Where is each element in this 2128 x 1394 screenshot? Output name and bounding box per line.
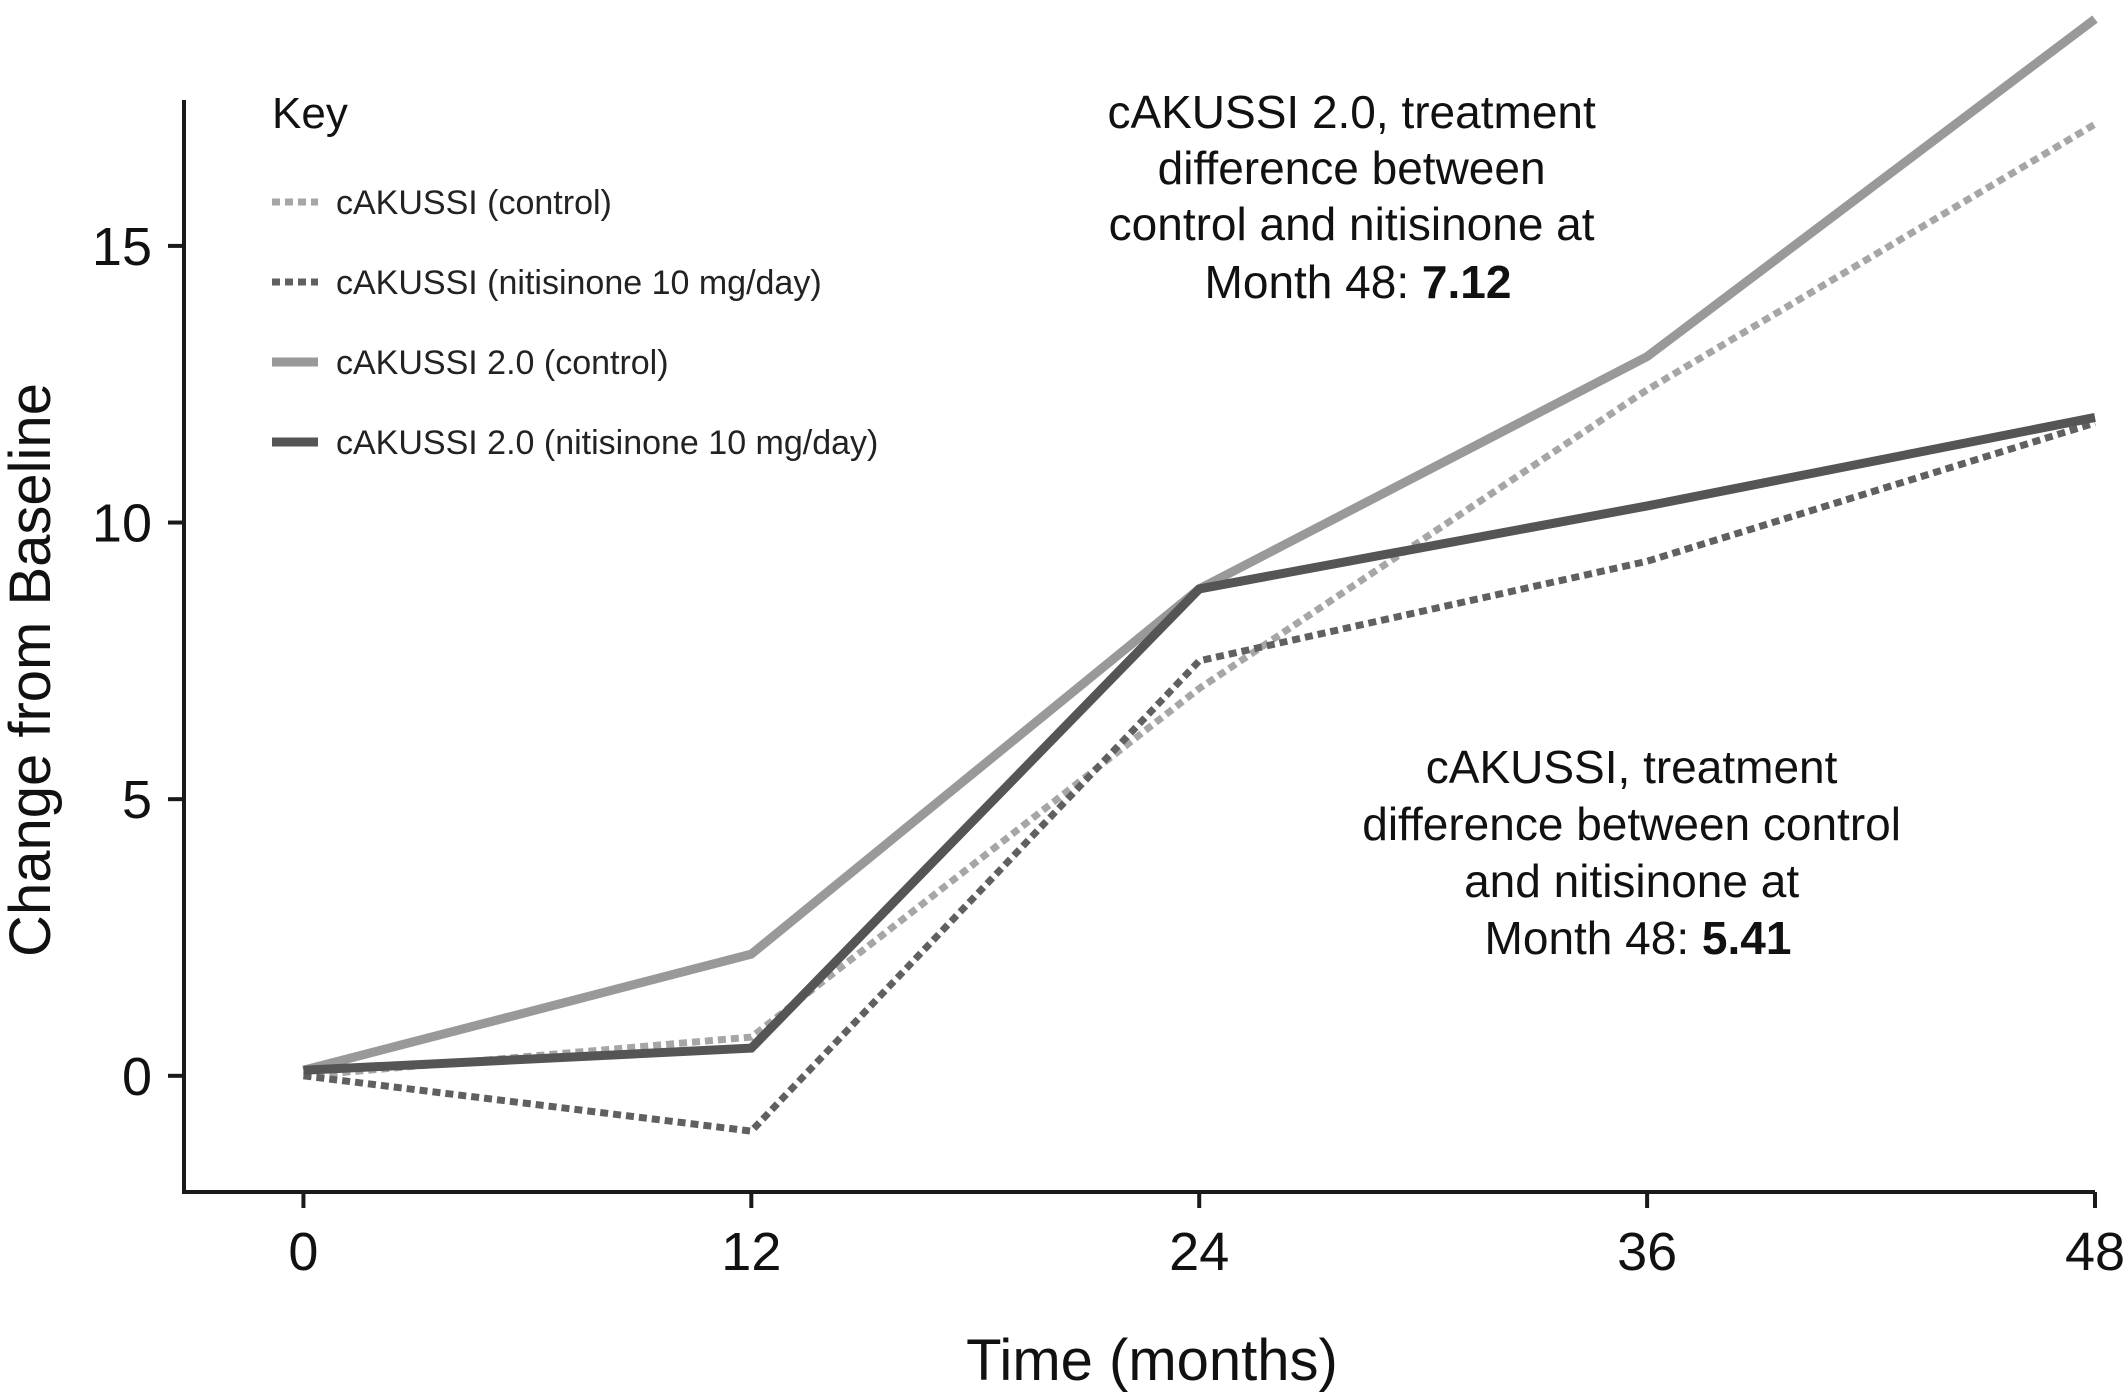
legend-label-3: cAKUSSI 2.0 (nitisinone 10 mg/day) bbox=[336, 424, 878, 462]
annotation-cakussi2-line-1: cAKUSSI 2.0, treatment bbox=[1107, 86, 1596, 138]
y-tick-label-1: 5 bbox=[122, 770, 152, 830]
annotation-cakussi: cAKUSSI, treatment difference between co… bbox=[1362, 741, 1914, 964]
y-axis-title: Change from Baseline bbox=[0, 383, 63, 957]
annotation-cakussi-line-1: cAKUSSI, treatment bbox=[1426, 741, 1838, 793]
x-tick-label-4: 48 bbox=[2065, 1222, 2125, 1282]
legend-items: cAKUSSI (control) cAKUSSI (nitisinone 10 … bbox=[272, 184, 878, 462]
x-tick-label-0: 0 bbox=[288, 1222, 318, 1282]
annotation-cakussi-line-2: difference between control bbox=[1362, 798, 1901, 850]
y-ticks: 0 5 10 15 bbox=[92, 217, 184, 1107]
annotations: cAKUSSI 2.0, treatment difference betwee… bbox=[1107, 86, 1914, 964]
y-tick-label-0: 0 bbox=[122, 1047, 152, 1107]
x-tick-label-1: 12 bbox=[721, 1222, 781, 1282]
annotation-cakussi-line-4-prefix: Month 48: bbox=[1485, 912, 1702, 964]
annotation-cakussi2-line-4-prefix: Month 48: bbox=[1205, 256, 1422, 308]
x-tick-label-3: 36 bbox=[1617, 1222, 1677, 1282]
chart-axes bbox=[182, 100, 2095, 1194]
x-axis-title: Time (months) bbox=[966, 1328, 1338, 1393]
legend-label-2: cAKUSSI 2.0 (control) bbox=[336, 344, 669, 382]
legend-title: Key bbox=[272, 89, 348, 138]
y-tick-label-2: 10 bbox=[92, 494, 152, 554]
annotation-cakussi2-line-2: difference between bbox=[1158, 142, 1546, 194]
series-lines bbox=[302, 15, 2098, 1135]
annotation-cakussi-value: 5.41 bbox=[1702, 912, 1792, 964]
legend: Key cAKUSSI (control) cAKUSSI (nitisinone… bbox=[272, 89, 878, 462]
annotation-cakussi2: cAKUSSI 2.0, treatment difference betwee… bbox=[1107, 86, 1608, 308]
series-line-3 bbox=[303, 413, 2096, 1075]
x-tick-label-2: 24 bbox=[1169, 1222, 1229, 1282]
y-tick-label-3: 15 bbox=[92, 217, 152, 277]
annotation-cakussi2-line-3: control and nitisinone at bbox=[1109, 198, 1595, 250]
series-line-0 bbox=[303, 121, 2097, 1080]
annotation-cakussi-line-3: and nitisinone at bbox=[1464, 855, 1799, 907]
legend-label-1: cAKUSSI (nitisinone 10 mg/day) bbox=[336, 264, 822, 302]
x-ticks: 0 12 24 36 48 bbox=[288, 1192, 2125, 1282]
annotation-cakussi2-value: 7.12 bbox=[1422, 256, 1512, 308]
legend-label-0: cAKUSSI (control) bbox=[336, 184, 612, 222]
series-line-1 bbox=[303, 419, 2097, 1135]
